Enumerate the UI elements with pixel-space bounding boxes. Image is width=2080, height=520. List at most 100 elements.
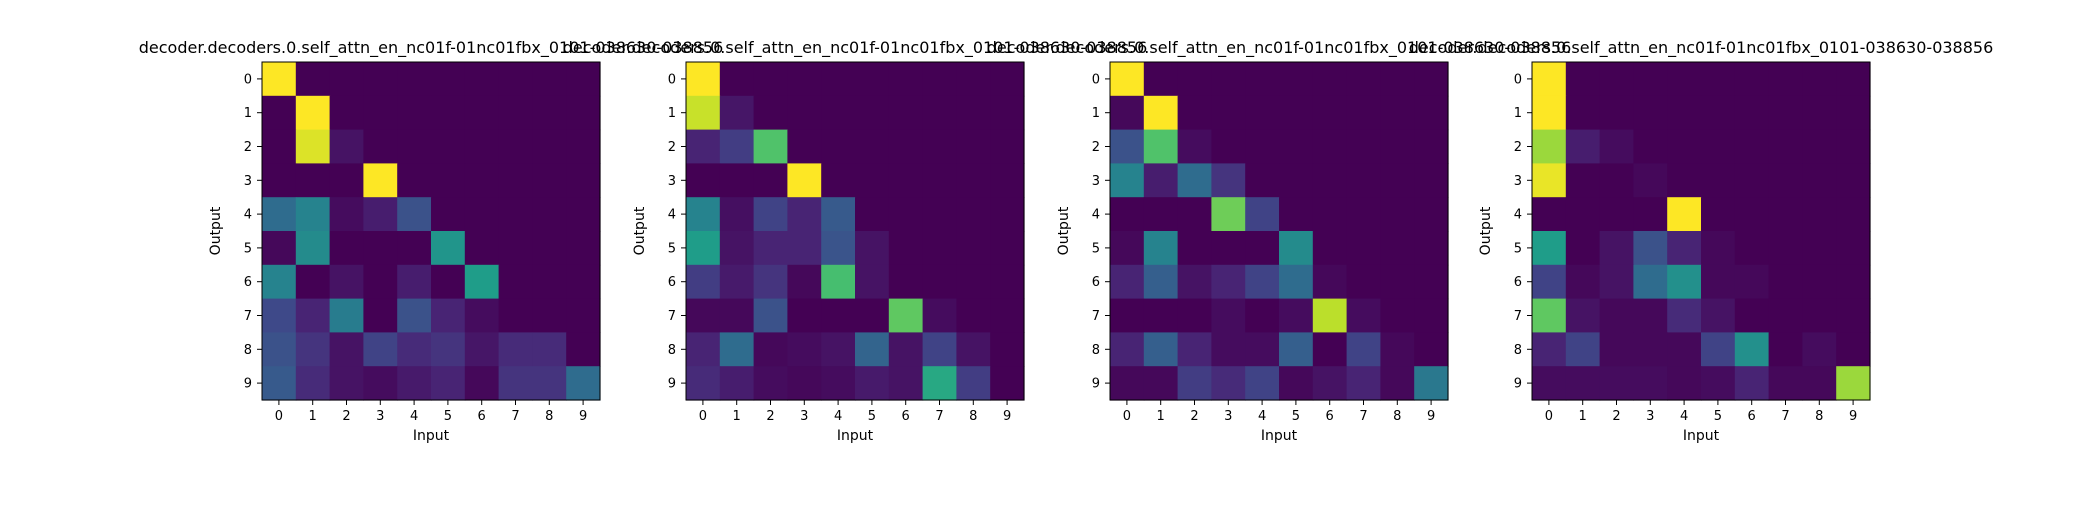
y-tick-label: 6 bbox=[1092, 275, 1100, 290]
heatmap-cell bbox=[1701, 231, 1736, 266]
heatmap-cell bbox=[821, 231, 856, 266]
heatmap-cell bbox=[1177, 231, 1212, 266]
heatmap-cell bbox=[1414, 264, 1449, 300]
heatmap-cell bbox=[1565, 129, 1601, 164]
heatmap-cell bbox=[1701, 197, 1736, 232]
heatmap-cell bbox=[1245, 332, 1280, 367]
heatmap-cell bbox=[855, 231, 890, 266]
heatmap-cell bbox=[295, 298, 331, 333]
heatmap-cell bbox=[431, 62, 466, 97]
heatmap-cell bbox=[1279, 197, 1314, 232]
heatmap-cell bbox=[990, 163, 1025, 198]
heatmap-cell bbox=[464, 197, 500, 232]
heatmap-cell bbox=[1768, 62, 1803, 97]
heatmap-cell bbox=[1836, 332, 1871, 367]
heatmap-cell bbox=[1279, 163, 1314, 198]
heatmap-cell bbox=[1802, 264, 1837, 300]
chart-title: decoder.decoders.0.self_attn_en_nc01f-01… bbox=[987, 38, 1572, 58]
heatmap-cell bbox=[532, 298, 567, 333]
heatmap-cell bbox=[464, 264, 500, 300]
heatmap-cell bbox=[990, 231, 1025, 266]
heatmap-cell bbox=[1734, 62, 1770, 97]
heatmap-cell bbox=[1667, 366, 1702, 401]
heatmap-cell bbox=[1414, 163, 1449, 198]
heatmap-cell bbox=[686, 366, 721, 401]
heatmap-cell bbox=[956, 264, 991, 300]
y-tick-label: 3 bbox=[1092, 174, 1100, 189]
heatmap-cell bbox=[1110, 264, 1145, 300]
heatmap-cell bbox=[990, 62, 1025, 97]
heatmap-cell bbox=[363, 163, 398, 198]
heatmap-cell bbox=[686, 163, 721, 198]
heatmap-cell bbox=[566, 332, 601, 367]
heatmap-cell bbox=[1143, 62, 1179, 97]
heatmap-cell bbox=[1177, 95, 1212, 131]
heatmap-cell bbox=[1177, 264, 1212, 300]
heatmap-cell bbox=[1143, 197, 1179, 232]
heatmap-cell bbox=[1633, 298, 1668, 333]
heatmap-cell bbox=[498, 163, 533, 198]
x-tick-label: 2 bbox=[342, 409, 350, 424]
heatmap-cell bbox=[1110, 163, 1145, 198]
heatmap-cell bbox=[532, 163, 567, 198]
x-tick-label: 3 bbox=[800, 409, 808, 424]
x-tick-label: 3 bbox=[1224, 409, 1232, 424]
heatmap-cell bbox=[363, 332, 398, 367]
heatmap-cell bbox=[1633, 231, 1668, 266]
heatmap-cell bbox=[1380, 129, 1415, 164]
heatmap-cell bbox=[262, 332, 297, 367]
heatmap-cell bbox=[1211, 129, 1246, 164]
x-tick-label: 4 bbox=[1680, 409, 1688, 424]
heatmap-cell bbox=[1734, 264, 1770, 300]
heatmap-cell bbox=[329, 231, 364, 266]
heatmap-cell bbox=[1701, 95, 1736, 131]
heatmap-cell bbox=[922, 62, 957, 97]
y-tick-label: 0 bbox=[244, 72, 252, 87]
heatmap-cell bbox=[990, 332, 1025, 367]
heatmap-cell bbox=[922, 264, 957, 300]
heatmap-cell bbox=[888, 95, 924, 131]
heatmap-cell bbox=[532, 264, 567, 300]
heatmap-cell bbox=[821, 298, 856, 333]
heatmap-cell bbox=[1143, 332, 1179, 367]
heatmap-cell bbox=[329, 62, 364, 97]
heatmap-cell bbox=[888, 129, 924, 164]
heatmap-cell bbox=[1245, 264, 1280, 300]
x-tick-label: 4 bbox=[834, 409, 842, 424]
heatmap-cell bbox=[956, 129, 991, 164]
heatmap-cell bbox=[1312, 264, 1348, 300]
heatmap-cell bbox=[1312, 197, 1348, 232]
heatmap-cell bbox=[397, 231, 432, 266]
heatmap-cell bbox=[532, 62, 567, 97]
heatmap-cell bbox=[855, 62, 890, 97]
heatmap-cell bbox=[990, 366, 1025, 401]
heatmap-cell bbox=[262, 197, 297, 232]
heatmap-cell bbox=[1633, 129, 1668, 164]
heatmap-cell bbox=[753, 332, 788, 367]
heatmap-cell bbox=[956, 366, 991, 401]
heatmap-cell bbox=[719, 366, 755, 401]
heatmap-cell bbox=[1599, 163, 1634, 198]
heatmap-cell bbox=[922, 332, 957, 367]
x-tick-label: 2 bbox=[1612, 409, 1620, 424]
heatmap-cell bbox=[1633, 264, 1668, 300]
heatmap-cell bbox=[1110, 298, 1145, 333]
heatmap-cell bbox=[922, 197, 957, 232]
heatmap-cell bbox=[1768, 197, 1803, 232]
heatmap-cell bbox=[1245, 298, 1280, 333]
x-tick-label: 8 bbox=[1393, 409, 1401, 424]
heatmap-cell bbox=[1565, 264, 1601, 300]
heatmap-cell bbox=[498, 129, 533, 164]
heatmap-cell bbox=[1836, 197, 1871, 232]
heatmap-cell bbox=[498, 197, 533, 232]
heatmap-cell bbox=[1532, 332, 1567, 367]
heatmap-cell bbox=[1245, 231, 1280, 266]
heatmap-cell bbox=[1599, 95, 1634, 131]
heatmap-cell bbox=[1667, 264, 1702, 300]
heatmap-cell bbox=[990, 95, 1025, 131]
heatmap-cell bbox=[1279, 298, 1314, 333]
heatmap-cell bbox=[1380, 366, 1415, 401]
heatmap-cell bbox=[888, 298, 924, 333]
heatmap-cell bbox=[1633, 95, 1668, 131]
heatmap-cell bbox=[262, 231, 297, 266]
